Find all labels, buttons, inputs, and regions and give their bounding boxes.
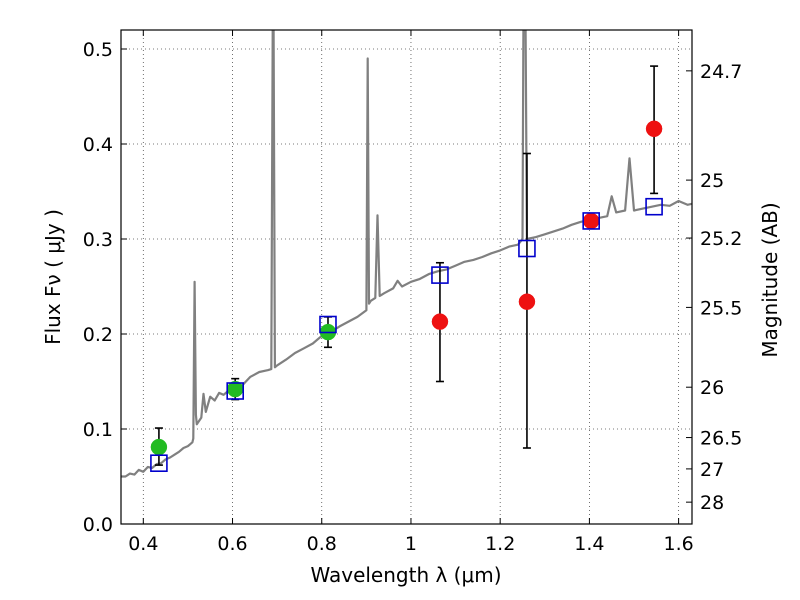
nir-point — [645, 120, 663, 138]
plot-frame — [120, 29, 693, 525]
y-tick-label: 0.5 — [83, 39, 113, 61]
x-tick-label: 1.6 — [664, 533, 694, 555]
x-tick-label: 1.2 — [485, 533, 515, 555]
y-tick-label: 0.4 — [83, 134, 113, 156]
axis-ticks: 0.4 0.6 0.8 1 1.2 1.4 1.6 0.0 0.1 0.2 0.3 0.4 0.5 24.… — [83, 30, 742, 555]
y-axis-label: Flux Fν ( μJy ) — [41, 209, 65, 345]
x-tick-label: 0.6 — [217, 533, 247, 555]
y-tick-label: 0.0 — [83, 514, 113, 536]
data-layer — [121, 30, 692, 478]
x-tick-label: 0.4 — [128, 533, 158, 555]
nir-point — [518, 293, 536, 310]
right-tick-label: 26.5 — [700, 428, 742, 450]
model-photometry-point — [645, 197, 663, 216]
x-tick-label: 1 — [405, 533, 417, 555]
nir-point — [582, 212, 600, 230]
y-tick-label: 0.1 — [83, 419, 113, 441]
right-tick-label: 24.7 — [700, 61, 742, 83]
x-axis-label: Wavelength λ (μm) — [310, 563, 501, 587]
right-tick-label: 28 — [700, 492, 724, 514]
x-tick-label: 1.4 — [574, 533, 604, 555]
model-photometry-point — [226, 382, 244, 400]
right-tick-label: 27 — [700, 459, 724, 481]
nir-point — [431, 313, 449, 330]
right-tick-label: 25.5 — [700, 297, 742, 319]
y-tick-label: 0.2 — [83, 324, 113, 346]
right-axis-label: Magnitude (AB) — [758, 202, 782, 357]
model-photometry-point — [582, 212, 600, 230]
model-photometry-point — [518, 239, 536, 258]
model-photometry-point — [431, 266, 449, 284]
right-tick-label: 25 — [700, 170, 724, 192]
x-tick-label: 0.8 — [307, 533, 337, 555]
model-photometry-point — [150, 454, 168, 473]
optical-point — [150, 438, 168, 456]
right-tick-label: 25.2 — [700, 228, 742, 250]
right-tick-label: 26 — [700, 377, 724, 399]
model-spectrum-line — [121, 30, 692, 478]
y-tick-label: 0.3 — [83, 229, 113, 251]
model-photometry-point — [319, 315, 337, 334]
